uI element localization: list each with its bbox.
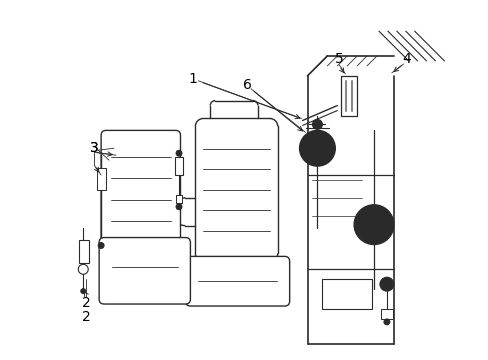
Bar <box>322 279 371 309</box>
Text: 2: 2 <box>81 296 90 310</box>
Text: 3: 3 <box>90 141 99 155</box>
FancyBboxPatch shape <box>101 130 180 269</box>
Text: 2: 2 <box>81 310 90 324</box>
Circle shape <box>379 277 393 291</box>
Circle shape <box>176 150 182 156</box>
Circle shape <box>353 205 393 244</box>
Circle shape <box>81 289 85 294</box>
FancyBboxPatch shape <box>185 256 289 306</box>
Circle shape <box>312 120 322 129</box>
Circle shape <box>176 204 182 210</box>
Bar <box>97 168 106 190</box>
Text: 3: 3 <box>90 141 99 155</box>
Circle shape <box>308 139 325 157</box>
Text: 1: 1 <box>187 72 197 86</box>
Text: 6: 6 <box>242 78 251 92</box>
Circle shape <box>364 215 383 235</box>
Bar <box>341 76 356 116</box>
Text: 5: 5 <box>334 52 343 66</box>
Bar <box>174 157 183 175</box>
Circle shape <box>98 243 104 248</box>
Bar <box>175 195 182 203</box>
Text: 4: 4 <box>402 52 410 66</box>
Bar <box>380 309 392 319</box>
Bar <box>79 239 89 264</box>
Circle shape <box>299 130 335 166</box>
FancyBboxPatch shape <box>99 238 190 304</box>
Circle shape <box>383 319 389 325</box>
